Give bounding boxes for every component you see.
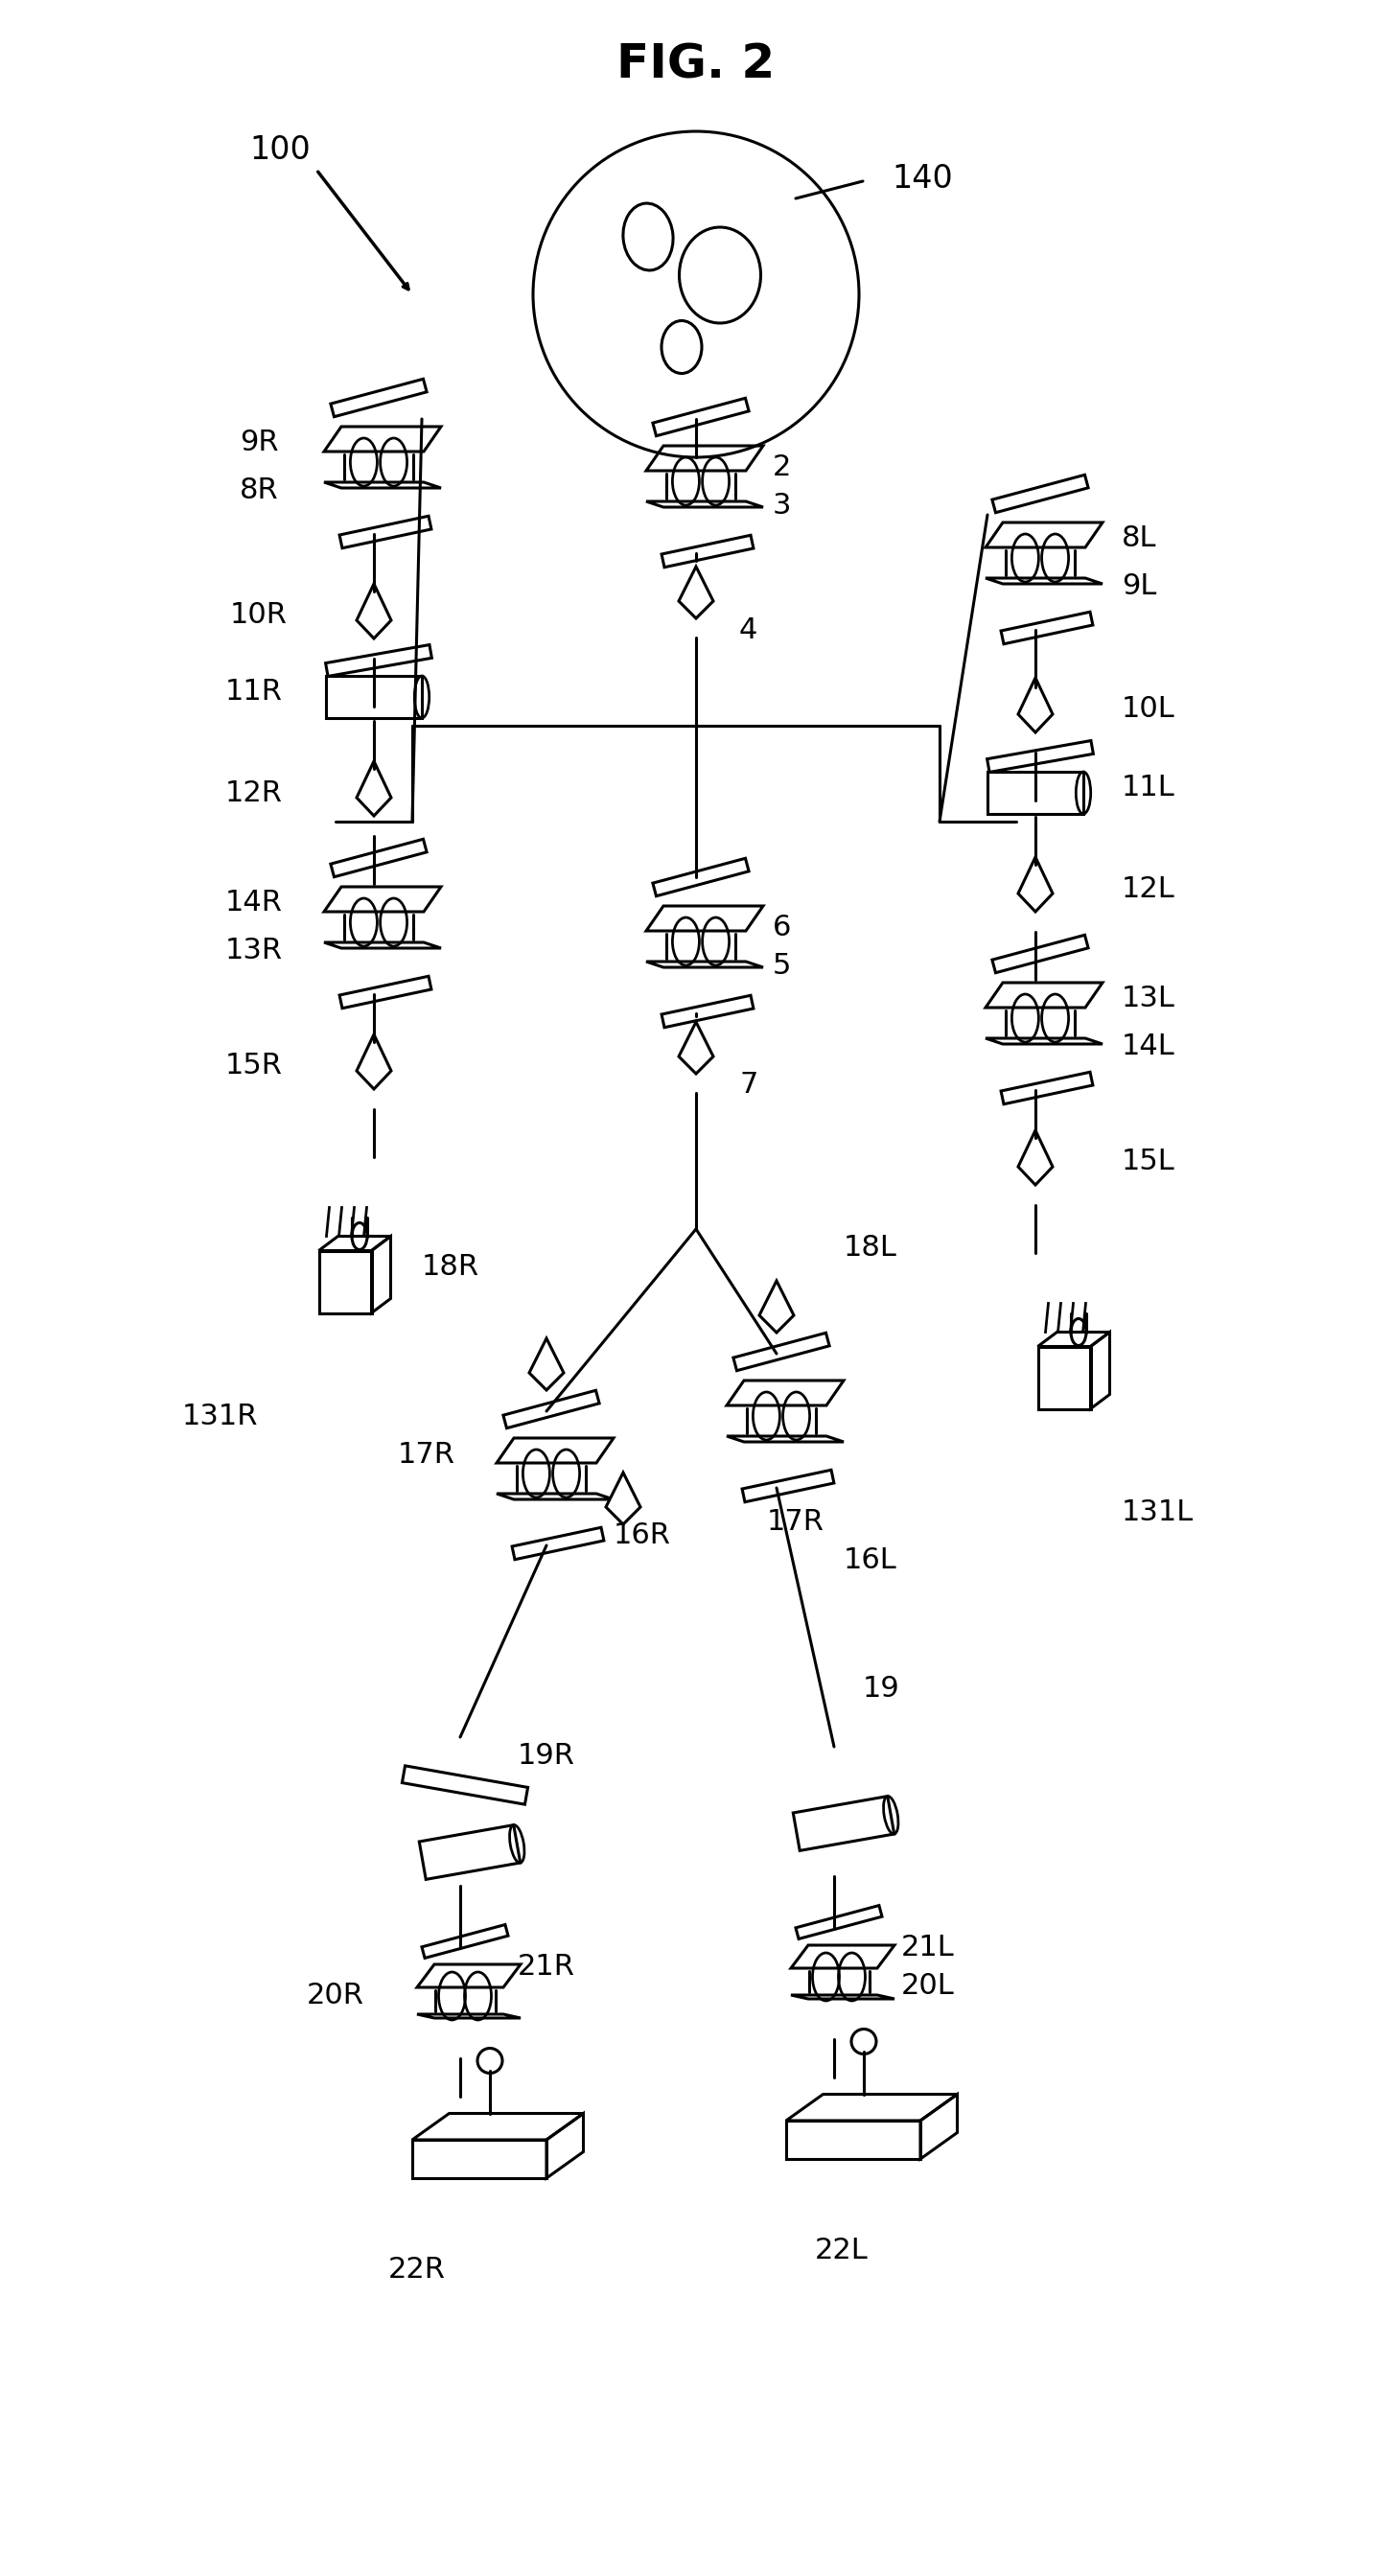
Text: 4: 4 xyxy=(740,616,758,644)
Text: 22L: 22L xyxy=(815,2236,868,2264)
Text: 10L: 10L xyxy=(1121,696,1176,724)
Text: 5: 5 xyxy=(773,951,791,979)
Text: 3: 3 xyxy=(773,492,791,520)
Text: 13R: 13R xyxy=(226,938,283,966)
Text: 15L: 15L xyxy=(1121,1149,1176,1175)
Polygon shape xyxy=(759,1280,794,1332)
Polygon shape xyxy=(606,1473,641,1525)
Text: 11R: 11R xyxy=(226,677,283,706)
Text: 12L: 12L xyxy=(1121,876,1176,902)
Text: 14L: 14L xyxy=(1121,1033,1176,1061)
Text: 20R: 20R xyxy=(306,1981,365,2009)
Polygon shape xyxy=(1018,1131,1053,1185)
Text: 17R: 17R xyxy=(768,1507,825,1535)
Text: 2: 2 xyxy=(773,453,791,482)
Text: 11L: 11L xyxy=(1121,775,1176,801)
Polygon shape xyxy=(678,567,713,618)
Text: 21L: 21L xyxy=(901,1935,954,1963)
Polygon shape xyxy=(1018,858,1053,912)
Text: 16R: 16R xyxy=(613,1522,671,1551)
Text: 12R: 12R xyxy=(226,778,283,806)
Polygon shape xyxy=(357,760,391,817)
Text: 19: 19 xyxy=(862,1674,900,1703)
Text: 20L: 20L xyxy=(901,1973,954,2002)
Text: 140: 140 xyxy=(892,162,953,196)
Text: 18L: 18L xyxy=(844,1234,897,1262)
Text: FIG. 2: FIG. 2 xyxy=(617,41,776,88)
Text: 22R: 22R xyxy=(389,2257,446,2282)
Text: 18R: 18R xyxy=(422,1255,479,1280)
Text: 9R: 9R xyxy=(240,430,279,456)
Text: 8L: 8L xyxy=(1121,526,1156,554)
Text: 21R: 21R xyxy=(518,1953,575,1981)
Text: 8R: 8R xyxy=(240,477,279,505)
Text: 131R: 131R xyxy=(182,1401,258,1430)
Text: 9L: 9L xyxy=(1121,572,1156,600)
Text: 10R: 10R xyxy=(230,603,287,629)
Text: 19R: 19R xyxy=(518,1741,575,1770)
Text: 6: 6 xyxy=(773,912,791,940)
Text: 13L: 13L xyxy=(1121,984,1176,1012)
Text: 131L: 131L xyxy=(1121,1499,1194,1525)
Polygon shape xyxy=(678,1023,713,1074)
Text: 100: 100 xyxy=(249,134,311,167)
Text: 15R: 15R xyxy=(226,1051,283,1079)
Polygon shape xyxy=(1018,677,1053,732)
Text: 7: 7 xyxy=(740,1072,758,1100)
Polygon shape xyxy=(529,1340,564,1391)
Polygon shape xyxy=(357,585,391,639)
Text: 17R: 17R xyxy=(398,1440,456,1468)
Polygon shape xyxy=(357,1036,391,1090)
Text: 16L: 16L xyxy=(844,1546,897,1574)
Text: 14R: 14R xyxy=(226,889,283,917)
